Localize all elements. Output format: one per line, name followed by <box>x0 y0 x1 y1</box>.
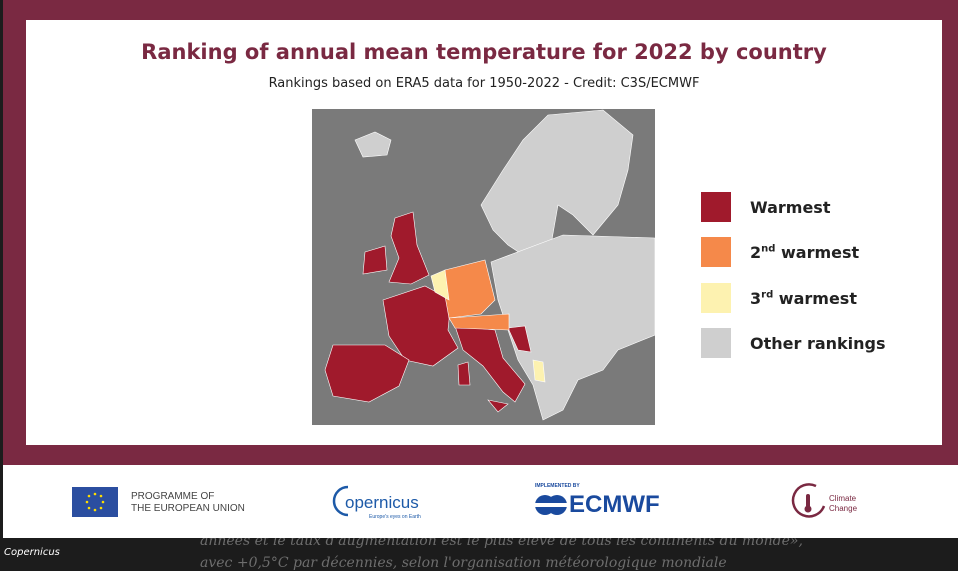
article-text: avec +0,5°C par décennies, selon l'organ… <box>200 555 727 571</box>
eu-text: PROGRAMME OF <box>131 491 215 502</box>
copernicus-c <box>332 485 349 517</box>
legend-label: Other rankings <box>750 334 886 353</box>
italy <box>454 325 526 413</box>
caption: Copernicus <box>4 547 60 558</box>
ecmwf-icon <box>534 495 568 515</box>
legend-swatch <box>701 192 731 222</box>
legend-text: warmest <box>775 242 860 262</box>
legend-text: warmest <box>773 288 857 308</box>
copernicus-tagline: Europe's eyes on Earth <box>369 514 421 520</box>
infographic-frame: Ranking of annual mean temperature for 2… <box>3 0 958 465</box>
legend-item: Other rankings <box>701 328 886 358</box>
croatia <box>507 325 532 353</box>
legend-label: 2nd warmest <box>750 243 859 262</box>
legend-swatch <box>701 237 731 267</box>
eu-text: THE EUROPEAN UNION <box>131 503 245 514</box>
climate-text: Climate <box>829 494 857 503</box>
title: Ranking of annual mean temperature for 2… <box>141 40 827 64</box>
uk <box>388 211 430 285</box>
legend-item: Warmest <box>701 192 830 222</box>
legend-sup: rd <box>761 289 774 301</box>
map <box>312 109 655 425</box>
infographic: Ranking of annual mean temperature for 2… <box>26 20 942 445</box>
climate-text: Change <box>829 504 858 513</box>
albania <box>532 359 546 383</box>
climate-icon <box>791 483 826 518</box>
ecmwf-name: ECMWF <box>569 491 660 518</box>
legend-label: 3rd warmest <box>750 289 857 308</box>
iberia <box>324 344 410 403</box>
legend-text: 2 <box>750 242 762 262</box>
ireland <box>362 245 388 275</box>
eu-flag <box>72 487 118 517</box>
legend-text: Other rankings <box>750 333 886 353</box>
ecmwf-pre: IMPLEMENTED BY <box>535 483 580 489</box>
alps <box>448 313 510 331</box>
legend-sup: nd <box>761 243 776 255</box>
legend-text: Warmest <box>750 197 831 217</box>
benelux <box>430 269 450 301</box>
copernicus-name: opernicus <box>345 493 419 512</box>
legend-label: Warmest <box>750 198 830 217</box>
legend-swatch <box>701 328 731 358</box>
eastern-europe <box>490 234 655 421</box>
subtitle: Rankings based on ERA5 data for 1950-202… <box>268 76 700 91</box>
legend-item: 3rd warmest <box>701 283 857 313</box>
iceland <box>354 131 392 158</box>
legend-swatch <box>701 283 731 313</box>
legend-item: 2nd warmest <box>701 237 859 267</box>
france <box>382 285 459 367</box>
scandinavia <box>480 109 634 256</box>
footer-logos: PROGRAMME OF THE EUROPEAN UNION opernicu… <box>3 465 958 538</box>
legend-text: 3 <box>750 288 762 308</box>
